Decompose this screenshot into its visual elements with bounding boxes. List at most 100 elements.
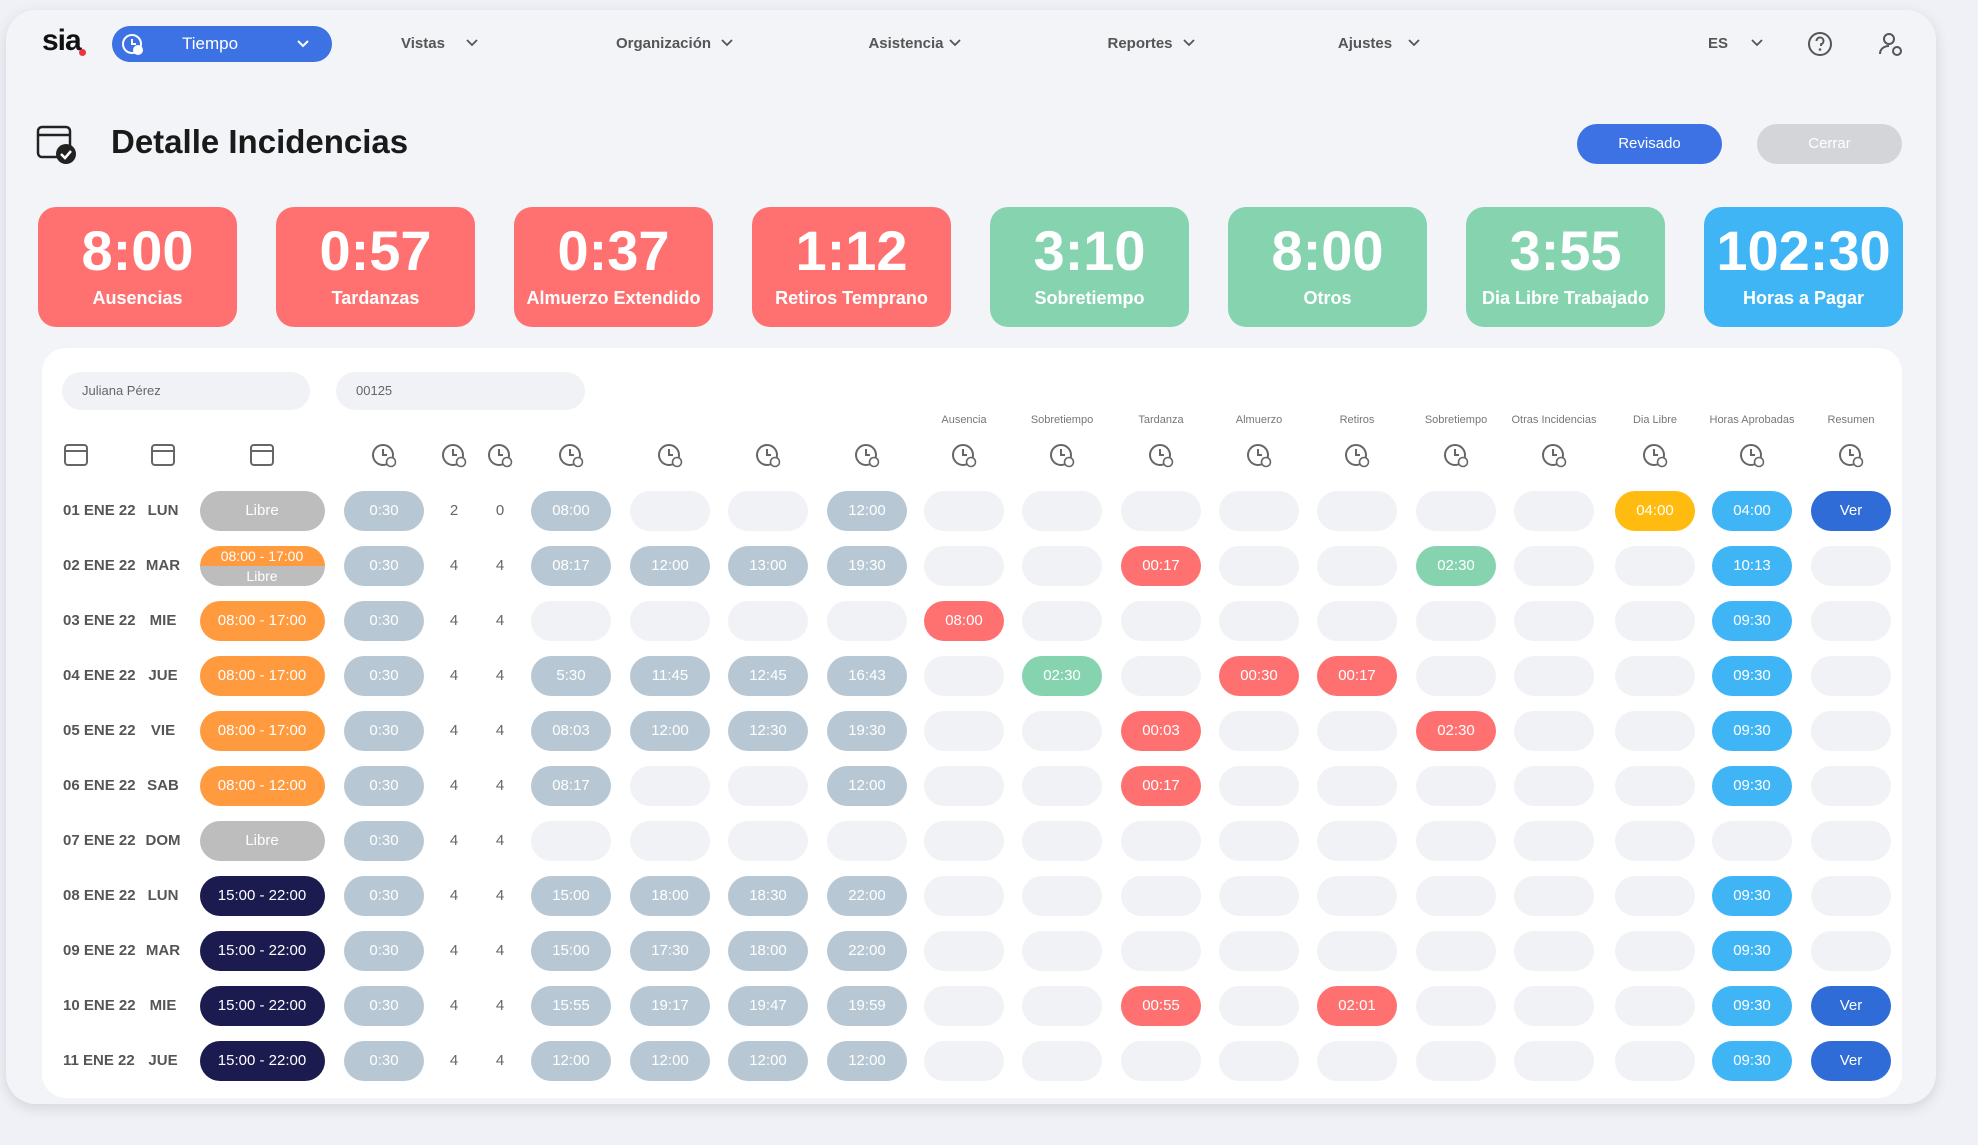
- break-pill: 0:30: [344, 1041, 424, 1081]
- incidence-pill: 02:30: [1416, 546, 1496, 586]
- nav-item[interactable]: Organización: [616, 35, 712, 52]
- empty-cell: [924, 711, 1004, 751]
- row-date: 10 ENE 22: [63, 997, 136, 1014]
- empty-cell: [1317, 1041, 1397, 1081]
- punch-pill: 12:00: [630, 1041, 710, 1081]
- shift-pill: 15:00 - 22:00: [199, 986, 325, 1026]
- summary-card: 8:00 Ausencias: [38, 207, 237, 327]
- empty-cell: [1121, 491, 1201, 531]
- language[interactable]: ES: [1708, 35, 1729, 52]
- incidence-pill[interactable]: Ver: [1811, 1041, 1891, 1081]
- incidence-pill: 09:30: [1712, 1041, 1792, 1081]
- nav-item[interactable]: Reportes: [1107, 35, 1173, 52]
- user-icon[interactable]: [1877, 30, 1905, 58]
- employee-filter[interactable]: Juliana Pérez: [62, 372, 310, 410]
- incidence-pill: 09:30: [1712, 656, 1792, 696]
- column-icon: [488, 444, 513, 468]
- punch-pill: 17:30: [630, 931, 710, 971]
- row-day: LUN: [147, 502, 179, 519]
- column-icon: [756, 444, 781, 468]
- chevron: [1408, 39, 1420, 47]
- count: 4: [495, 557, 505, 574]
- code-filter[interactable]: 00125: [336, 372, 585, 410]
- help-icon[interactable]: [1806, 30, 1834, 58]
- empty-cell: [1317, 821, 1397, 861]
- empty-cell: [531, 601, 611, 641]
- break-pill: 0:30: [344, 656, 424, 696]
- logo[interactable]: sia: [42, 24, 82, 57]
- nav-item[interactable]: Ajustes: [1337, 35, 1393, 52]
- punch-pill: 12:00: [827, 766, 907, 806]
- incidence-pill: 09:30: [1712, 876, 1792, 916]
- incidence-pill: 00:17: [1121, 766, 1201, 806]
- empty-cell: [1317, 876, 1397, 916]
- empty-cell: [1514, 766, 1594, 806]
- punch-pill: 18:00: [728, 931, 808, 971]
- chevron: [721, 39, 733, 47]
- empty-cell: [630, 491, 710, 531]
- punch-pill: 12:45: [728, 656, 808, 696]
- column-icon: [64, 444, 88, 466]
- empty-cell: [1317, 766, 1397, 806]
- row-day: JUE: [148, 667, 178, 684]
- column-icon: [1345, 444, 1370, 468]
- shift-segment: Libre: [199, 566, 325, 586]
- summary-card: 8:00 Otros: [1228, 207, 1427, 327]
- punch-pill: 19:59: [827, 986, 907, 1026]
- empty-cell: [1022, 546, 1102, 586]
- empty-cell: [1121, 1041, 1201, 1081]
- count: 4: [495, 667, 505, 684]
- punch-pill: 12:00: [827, 491, 907, 531]
- empty-cell: [924, 931, 1004, 971]
- summary-value: 8:00: [1271, 219, 1384, 282]
- row-day: MIE: [149, 997, 177, 1014]
- empty-cell: [827, 601, 907, 641]
- empty-cell: [1022, 766, 1102, 806]
- row-day: DOM: [145, 832, 181, 849]
- summary-label: Sobretiempo: [1034, 288, 1145, 308]
- shift-pill: 08:00 - 17:00 Libre: [199, 546, 325, 586]
- nav-item[interactable]: Asistencia: [868, 35, 944, 52]
- column-header: Ausencia: [941, 414, 987, 426]
- column-icon: [1444, 444, 1469, 468]
- empty-cell: [924, 766, 1004, 806]
- empty-cell: [630, 766, 710, 806]
- module-selector[interactable]: Tiempo: [112, 26, 332, 62]
- punch-pill: 08:00: [531, 491, 611, 531]
- empty-cell: [1317, 491, 1397, 531]
- clock-icon: [122, 34, 143, 55]
- punch-pill: 22:00: [827, 876, 907, 916]
- empty-cell: [1219, 986, 1299, 1026]
- empty-cell: [1416, 931, 1496, 971]
- empty-cell: [1219, 766, 1299, 806]
- empty-cell: [924, 821, 1004, 861]
- incidence-pill: 00:30: [1219, 656, 1299, 696]
- column-header: Sobretiempo: [1424, 414, 1488, 426]
- column-header: Resumen: [1827, 414, 1875, 426]
- punch-pill: 12:00: [630, 546, 710, 586]
- empty-cell: [1416, 876, 1496, 916]
- incidence-pill[interactable]: Ver: [1811, 986, 1891, 1026]
- summary-card: 0:37 Almuerzo Extendido: [514, 207, 713, 327]
- chevron: [466, 39, 478, 47]
- break-pill: 0:30: [344, 491, 424, 531]
- count: 4: [495, 832, 505, 849]
- nav-item[interactable]: Vistas: [401, 35, 445, 52]
- column-icon: [1050, 444, 1075, 468]
- empty-cell: [1022, 1041, 1102, 1081]
- empty-cell: [1615, 601, 1695, 641]
- summary-label: Retiros Temprano: [775, 288, 928, 308]
- empty-cell: [1219, 601, 1299, 641]
- close-button[interactable]: Cerrar: [1757, 124, 1902, 164]
- column-icon: [1149, 444, 1174, 468]
- reviewed-button[interactable]: Revisado: [1577, 124, 1722, 164]
- empty-cell: [728, 766, 808, 806]
- shift-pill: 15:00 - 22:00: [199, 931, 325, 971]
- incidence-pill[interactable]: Ver: [1811, 491, 1891, 531]
- chevron: [1183, 39, 1195, 47]
- empty-cell: [1317, 601, 1397, 641]
- empty-cell: [1416, 986, 1496, 1026]
- summary-label: Almuerzo Extendido: [526, 288, 701, 308]
- count: 4: [449, 887, 459, 904]
- empty-cell: [1514, 491, 1594, 531]
